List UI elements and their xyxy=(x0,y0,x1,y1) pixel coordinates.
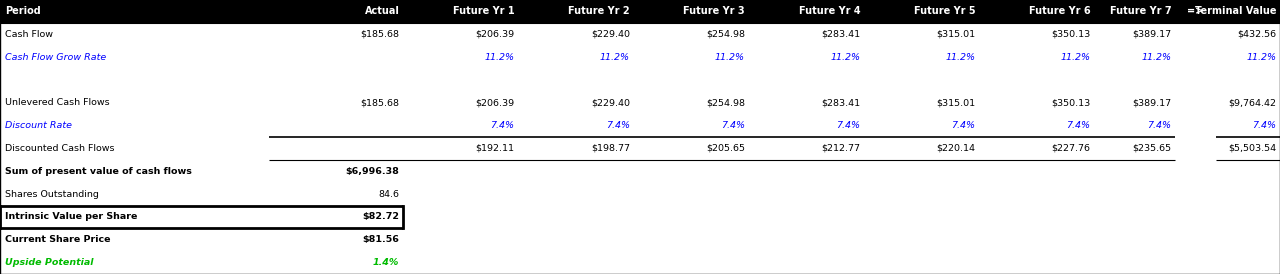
Text: $283.41: $283.41 xyxy=(820,30,860,39)
Text: Future Yr 4: Future Yr 4 xyxy=(799,6,860,16)
Text: $229.40: $229.40 xyxy=(591,30,630,39)
Text: $254.98: $254.98 xyxy=(707,30,745,39)
Text: 7.4%: 7.4% xyxy=(951,121,975,130)
Text: $220.14: $220.14 xyxy=(937,144,975,153)
Bar xyxy=(0,91,1280,114)
Text: 7.4%: 7.4% xyxy=(1252,121,1276,130)
Text: Future Yr 7: Future Yr 7 xyxy=(1110,6,1171,16)
Text: Discounted Cash Flows: Discounted Cash Flows xyxy=(5,144,115,153)
Text: Future Yr 1: Future Yr 1 xyxy=(453,6,515,16)
Text: $315.01: $315.01 xyxy=(936,30,975,39)
Text: 11.2%: 11.2% xyxy=(831,53,860,62)
Text: Future Yr 6: Future Yr 6 xyxy=(1029,6,1091,16)
Text: Unlevered Cash Flows: Unlevered Cash Flows xyxy=(5,98,110,107)
Bar xyxy=(0,160,1280,183)
Text: $389.17: $389.17 xyxy=(1132,30,1171,39)
Text: 1.4%: 1.4% xyxy=(372,258,399,267)
Bar xyxy=(0,68,1280,91)
Text: 7.4%: 7.4% xyxy=(605,121,630,130)
Text: Terminal Value: Terminal Value xyxy=(1194,6,1276,16)
Bar xyxy=(0,137,1280,160)
Text: $9,764.42: $9,764.42 xyxy=(1229,98,1276,107)
Text: 11.2%: 11.2% xyxy=(1247,53,1276,62)
Text: 11.2%: 11.2% xyxy=(946,53,975,62)
Text: 7.4%: 7.4% xyxy=(490,121,515,130)
Text: $206.39: $206.39 xyxy=(475,98,515,107)
Text: $5,503.54: $5,503.54 xyxy=(1228,144,1276,153)
Text: $198.77: $198.77 xyxy=(591,144,630,153)
Text: 7.4%: 7.4% xyxy=(721,121,745,130)
Text: Future Yr 3: Future Yr 3 xyxy=(684,6,745,16)
Text: Current Share Price: Current Share Price xyxy=(5,235,110,244)
Bar xyxy=(0,23,1280,46)
Text: 7.4%: 7.4% xyxy=(1147,121,1171,130)
Text: $235.65: $235.65 xyxy=(1132,144,1171,153)
Text: 11.2%: 11.2% xyxy=(1142,53,1171,62)
Text: 7.4%: 7.4% xyxy=(1066,121,1091,130)
Text: $350.13: $350.13 xyxy=(1051,98,1091,107)
Text: Intrinsic Value per Share: Intrinsic Value per Share xyxy=(5,212,137,221)
Text: Sum of present value of cash flows: Sum of present value of cash flows xyxy=(5,167,192,176)
Text: Discount Rate: Discount Rate xyxy=(5,121,72,130)
Text: $389.17: $389.17 xyxy=(1132,98,1171,107)
Bar xyxy=(0,114,1280,137)
Text: $283.41: $283.41 xyxy=(820,98,860,107)
Text: $205.65: $205.65 xyxy=(707,144,745,153)
Text: $254.98: $254.98 xyxy=(707,98,745,107)
Text: $227.76: $227.76 xyxy=(1052,144,1091,153)
Text: Period: Period xyxy=(5,6,41,16)
Text: $350.13: $350.13 xyxy=(1051,30,1091,39)
Text: $212.77: $212.77 xyxy=(822,144,860,153)
Bar xyxy=(0,228,1280,251)
Text: 11.2%: 11.2% xyxy=(716,53,745,62)
Text: Upside Potential: Upside Potential xyxy=(5,258,93,267)
Bar xyxy=(0,183,1280,206)
Text: Cash Flow: Cash Flow xyxy=(5,30,54,39)
Text: $6,996.38: $6,996.38 xyxy=(346,167,399,176)
Text: $192.11: $192.11 xyxy=(476,144,515,153)
Text: $432.56: $432.56 xyxy=(1236,30,1276,39)
Text: 7.4%: 7.4% xyxy=(836,121,860,130)
Text: $185.68: $185.68 xyxy=(361,30,399,39)
Bar xyxy=(0,0,1280,23)
Text: 84.6: 84.6 xyxy=(379,190,399,199)
Text: $315.01: $315.01 xyxy=(936,98,975,107)
Bar xyxy=(0,251,1280,274)
Text: =>: => xyxy=(1188,6,1203,16)
Bar xyxy=(0,206,1280,228)
Text: $82.72: $82.72 xyxy=(362,212,399,221)
Text: Shares Outstanding: Shares Outstanding xyxy=(5,190,99,199)
Text: $229.40: $229.40 xyxy=(591,98,630,107)
Text: Future Yr 2: Future Yr 2 xyxy=(568,6,630,16)
Text: $206.39: $206.39 xyxy=(475,30,515,39)
Text: Future Yr 5: Future Yr 5 xyxy=(914,6,975,16)
Bar xyxy=(0,46,1280,68)
Text: 11.2%: 11.2% xyxy=(485,53,515,62)
Text: Cash Flow Grow Rate: Cash Flow Grow Rate xyxy=(5,53,106,62)
Text: $185.68: $185.68 xyxy=(361,98,399,107)
Text: 11.2%: 11.2% xyxy=(1061,53,1091,62)
Text: 11.2%: 11.2% xyxy=(600,53,630,62)
Text: Actual: Actual xyxy=(365,6,399,16)
Text: $81.56: $81.56 xyxy=(362,235,399,244)
